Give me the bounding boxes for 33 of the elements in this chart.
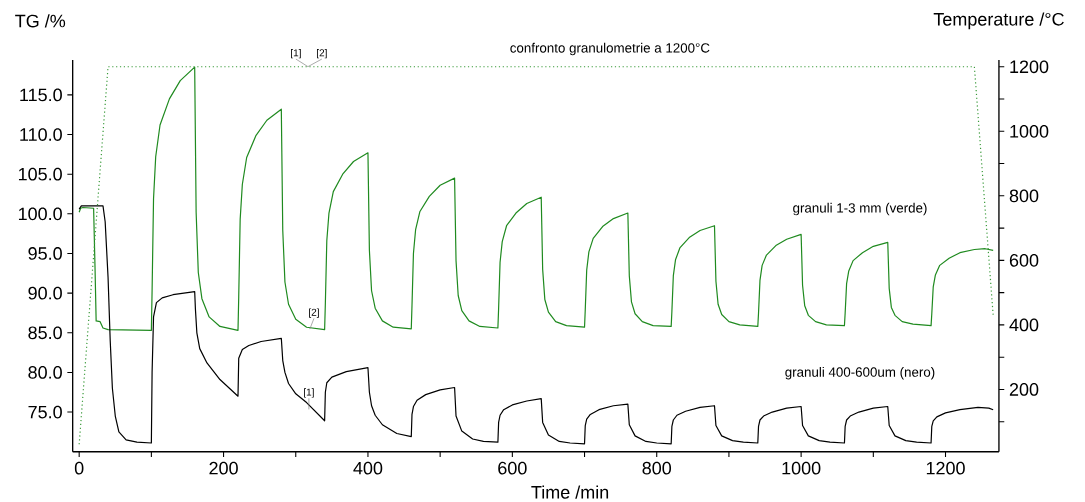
y-tick-label: 105.0 [18, 167, 62, 181]
y-tick-label: 110.0 [20, 128, 62, 141]
y-tick-label: 90.0 [28, 286, 62, 300]
x-tick-label: 0 [74, 461, 84, 475]
annotation: [1] [304, 388, 314, 398]
x-tick-label: 1000 [782, 461, 821, 475]
x-tick-label: 800 [642, 461, 672, 475]
y2-tick-label: 1000 [1010, 124, 1049, 138]
y-axis-title: TG /% [15, 14, 66, 28]
y-tick-label: 80.0 [28, 366, 62, 379]
y2-tick-label: 400 [1009, 318, 1039, 332]
annotation: [2] [309, 308, 319, 318]
y2-tick-label: 800 [1009, 189, 1039, 203]
line-series [78, 66, 994, 331]
y2-tick-label: 600 [1009, 254, 1039, 267]
y-tick-label: 85.0 [28, 326, 62, 340]
y-tick-label: 75.0 [28, 405, 62, 419]
series-label: granuli 1-3 mm (verde) [793, 202, 927, 216]
text: [2] [316, 49, 327, 59]
x-axis-title: Time /min [531, 485, 609, 499]
y-tick-label: 115.0 [20, 88, 62, 102]
x-tick-label: 400 [353, 461, 383, 475]
y-tick-label: 100.0 [18, 207, 62, 221]
y2-tick-label: 1200 [1010, 60, 1049, 74]
y-tick-label: 95.0 [28, 247, 62, 260]
chart-title: confronto granulometrie a 1200°C [510, 42, 710, 56]
y2-axis-title: Temperature /°C [933, 12, 1064, 30]
x-tick-label: 200 [209, 461, 238, 475]
x-tick-label: 1200 [926, 461, 965, 475]
x-tick-label: 600 [498, 461, 527, 475]
y2-tick-label: 200 [1009, 383, 1039, 396]
text: granuli 400-600um (nero) [785, 367, 935, 380]
text: [1] [291, 49, 301, 59]
